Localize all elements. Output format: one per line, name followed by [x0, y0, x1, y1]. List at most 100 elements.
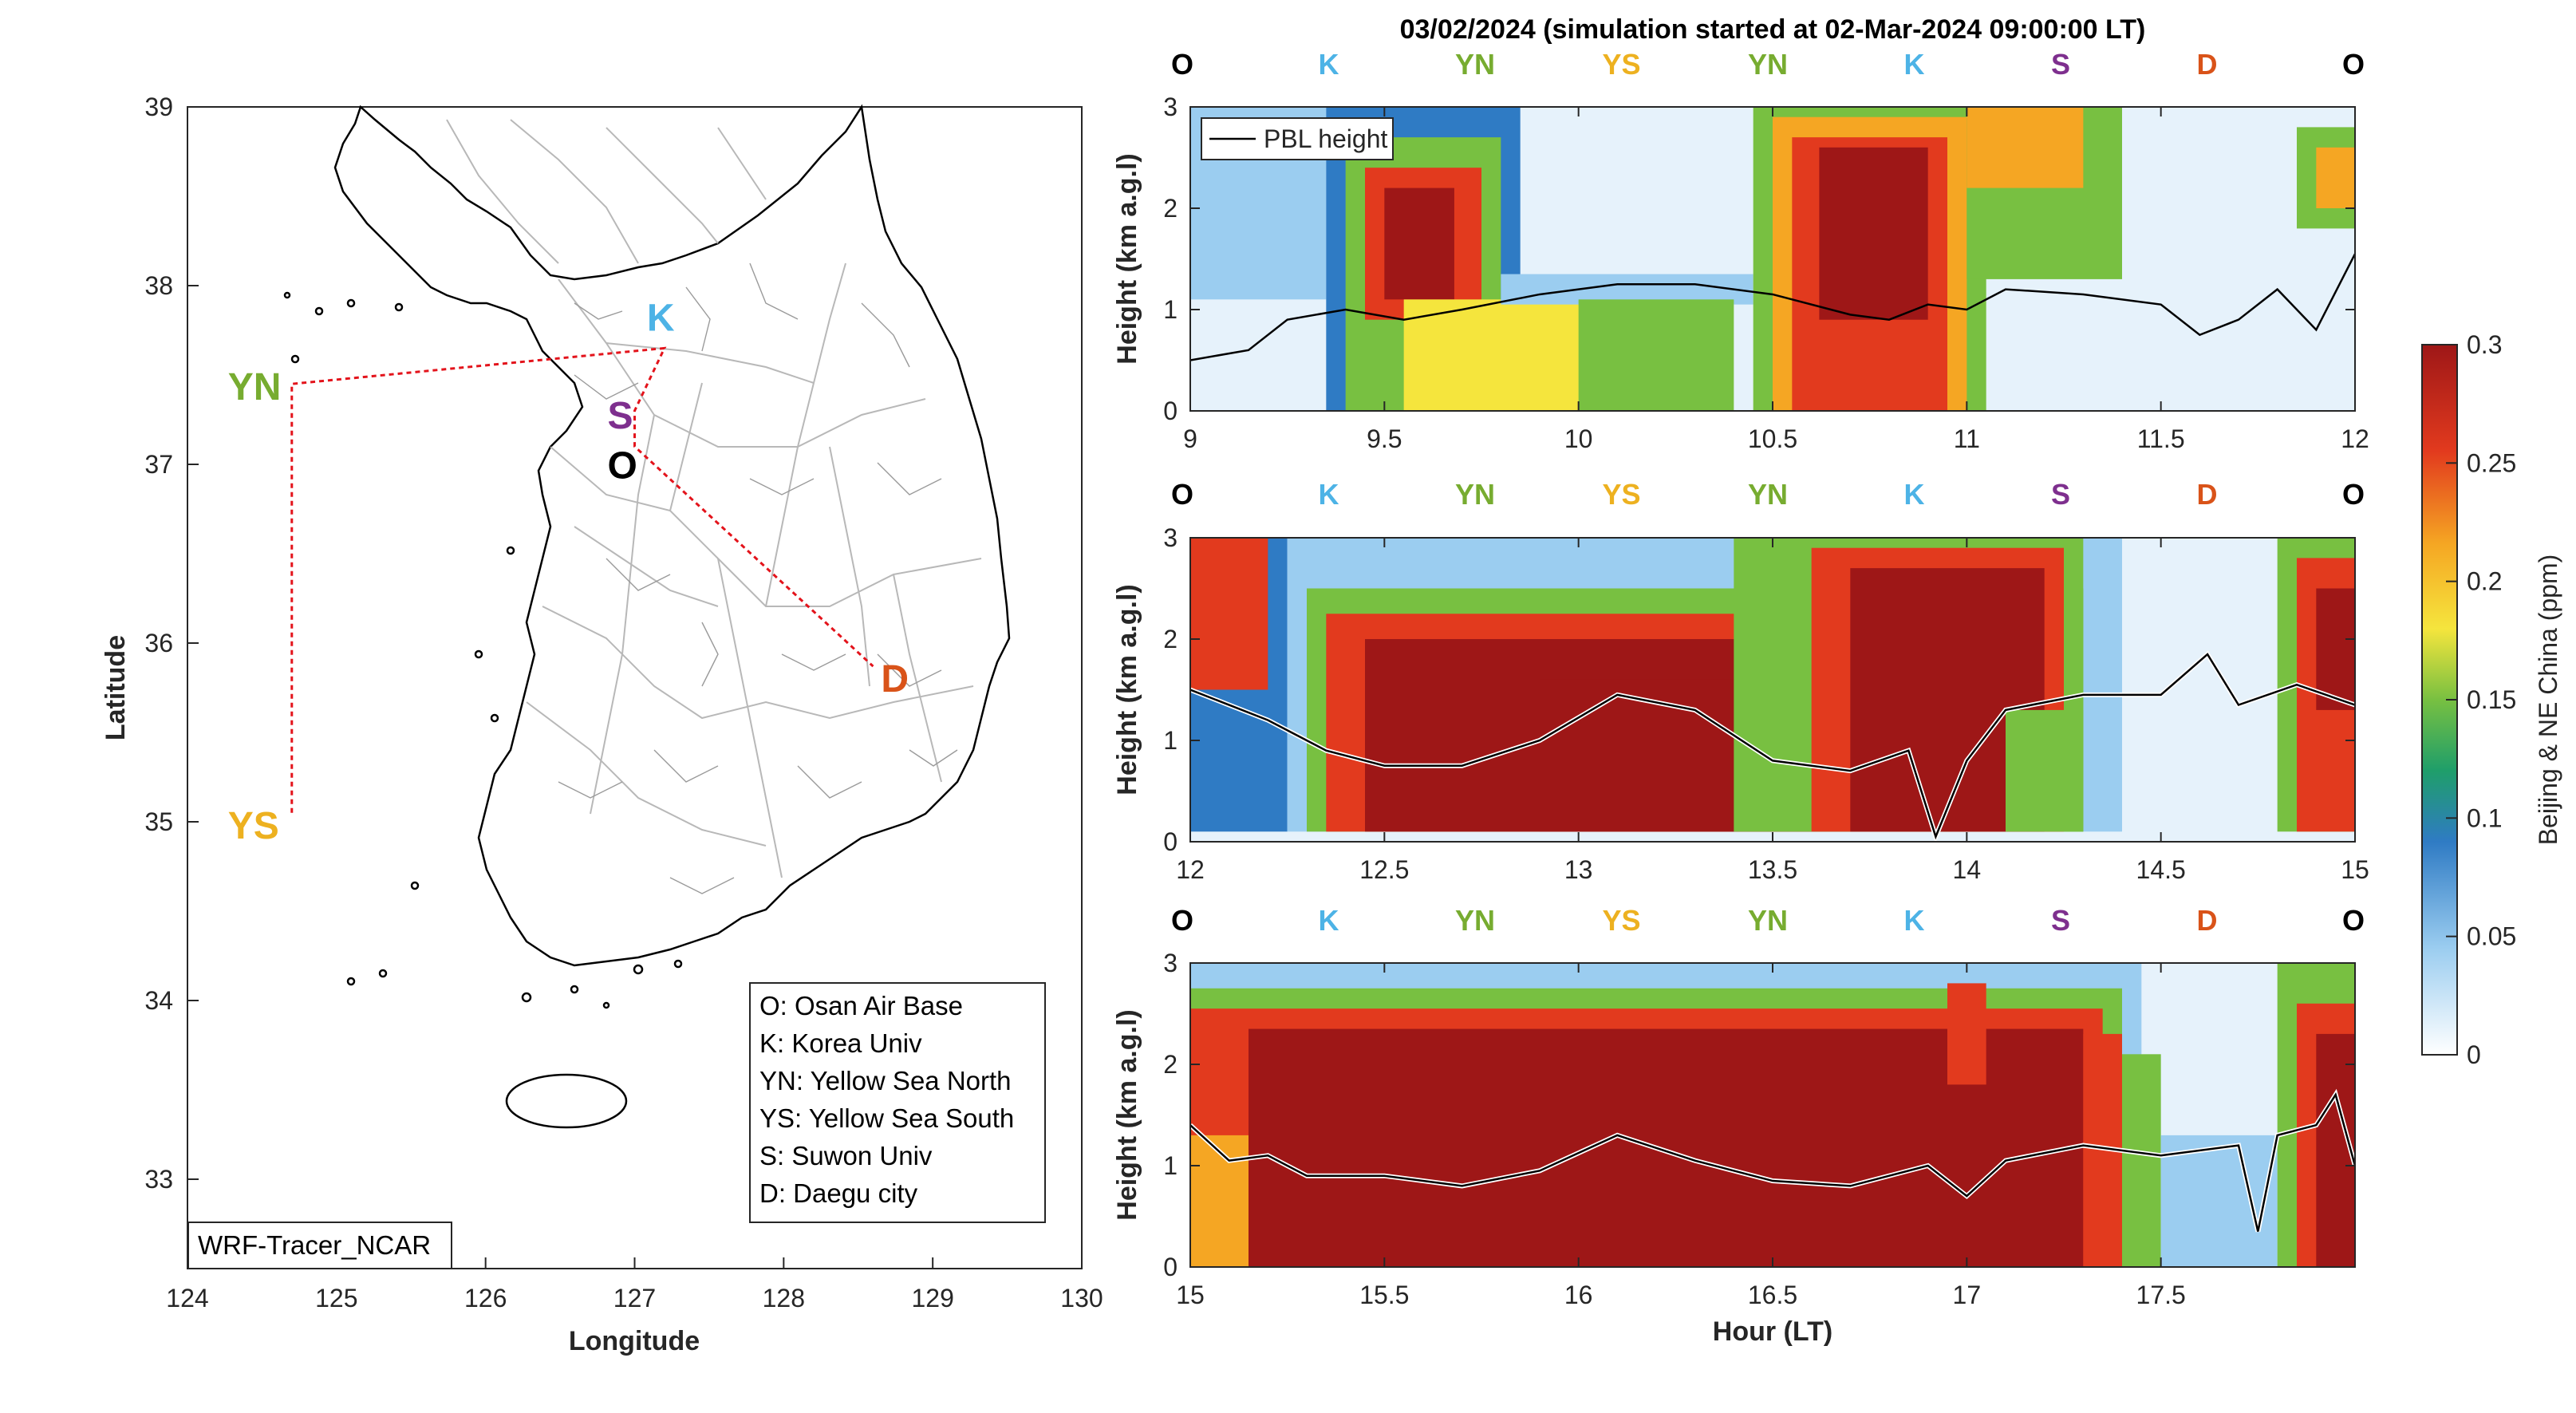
- korea-coastline: [283, 104, 1011, 1129]
- site-sequence-label-d: D: [2197, 48, 2218, 81]
- x-tick-label: 11.5: [2137, 424, 2185, 453]
- concentration-field: [1190, 963, 2355, 1267]
- x-tick-label: 17.5: [2136, 1281, 2186, 1309]
- site-sequence-label-yn: YN: [1748, 48, 1788, 81]
- pbl-height-line: [1190, 1092, 2355, 1232]
- map-site-label-k: K: [647, 297, 675, 339]
- site-sequence-label-s: S: [2051, 48, 2070, 81]
- map-y-tick-label: 38: [144, 271, 173, 300]
- y-tick-label: 3: [1163, 949, 1178, 977]
- map-site-label-s: S: [608, 395, 633, 437]
- county-boundaries: [558, 262, 958, 894]
- x-tick-label: 16.5: [1748, 1281, 1797, 1309]
- site-sequence-label-k: K: [1904, 48, 1925, 81]
- map-x-tick-label: 124: [166, 1284, 208, 1312]
- site-sequence-label-o: O: [2342, 48, 2365, 81]
- site-sequence-label-ys: YS: [1602, 48, 1640, 81]
- map-x-tick-label: 129: [911, 1284, 953, 1312]
- colorbar-label: Beijing & NE China (ppm): [2534, 555, 2562, 846]
- y-tick-label: 1: [1163, 726, 1178, 755]
- colorbar-tick-label: 0.25: [2467, 448, 2516, 477]
- model-label: WRF-Tracer_NCAR: [198, 1230, 431, 1260]
- pbl-height-line: [1190, 653, 2355, 840]
- site-sequence-label-ys: YS: [1602, 904, 1640, 937]
- x-tick-label: 10.5: [1748, 424, 1797, 453]
- concentration-cell: [2122, 1054, 2161, 1267]
- panel-y-label: Height (km a.g.l): [1112, 584, 1142, 795]
- map-x-tick-label: 125: [315, 1284, 357, 1312]
- site-sequence-label-yn: YN: [1748, 904, 1788, 937]
- legend-entry-d: D: Daegu city: [759, 1178, 918, 1208]
- x-tick-label: 12: [2341, 424, 2369, 453]
- map-y-tick-label: 37: [144, 450, 173, 479]
- map-site-label-o: O: [608, 445, 637, 487]
- concentration-field: [1190, 107, 2355, 411]
- x-tick-label: 12: [1176, 855, 1205, 884]
- site-sequence-label-o: O: [2342, 478, 2365, 511]
- x-tick-label: 9.5: [1367, 424, 1402, 453]
- x-tick-label: 15: [2341, 855, 2369, 884]
- concentration-cell: [2316, 588, 2355, 710]
- site-sequence-label-k: K: [1319, 48, 1339, 81]
- korea-map-panel: 124 125 126 127 128 129 130 33 34 35 36 37 38 39: [101, 93, 1103, 1356]
- map-y-ticks: 33 34 35 36 37 38 39: [144, 93, 199, 1194]
- y-tick-label: 3: [1163, 93, 1178, 121]
- concentration-cell: [1967, 107, 2084, 188]
- site-sequence-label-yn: YN: [1455, 904, 1495, 937]
- map-y-tick-label: 36: [144, 629, 173, 657]
- site-sequence-label-yn: YN: [1748, 478, 1788, 511]
- x-tick-label: 15.5: [1359, 1281, 1409, 1309]
- site-sequence-label-o: O: [1171, 48, 1193, 81]
- concentration-cell: [1190, 1135, 1249, 1267]
- site-legend: O: Osan Air Base K: Korea Univ YN: Yello…: [749, 982, 1046, 1223]
- map-site-labels: YN YS K SO D: [228, 297, 909, 847]
- model-label-box: [187, 1222, 452, 1269]
- pbl-height-line: [1190, 253, 2355, 361]
- map-y-label: Latitude: [101, 635, 131, 740]
- map-x-ticks: 124 125 126 127 128 129 130: [166, 1257, 1103, 1312]
- concentration-cell: [1249, 1028, 2084, 1267]
- legend-entry-ys: YS: Yellow Sea South: [759, 1103, 1014, 1133]
- legend-entry-yn: YN: Yellow Sea North: [759, 1066, 1012, 1095]
- x-tick-label: 15: [1176, 1281, 1205, 1309]
- concentration-cell: [1947, 983, 1986, 1085]
- colorbar-tick-label: 0.1: [2467, 803, 2502, 832]
- legend-entry-s: S: Suwon Univ: [759, 1141, 933, 1170]
- colorbar-ticks: 0 0.05 0.1 0.15 0.2 0.25 0.3: [2446, 330, 2516, 1069]
- colorbar-tick-label: 0.05: [2467, 922, 2516, 951]
- site-sequence-label-o: O: [1171, 904, 1193, 937]
- y-tick-label: 1: [1163, 1151, 1178, 1180]
- panel-y-label: Height (km a.g.l): [1112, 153, 1142, 364]
- site-sequence-label-yn: YN: [1455, 478, 1495, 511]
- y-tick-label: 2: [1163, 625, 1178, 653]
- site-sequence-label-ys: YS: [1602, 478, 1640, 511]
- colorbar-tick-label: 0.2: [2467, 567, 2502, 596]
- site-sequence-label-k: K: [1319, 478, 1339, 511]
- x-tick-label: 16: [1564, 1281, 1593, 1309]
- x-tick-label: 11: [1954, 424, 1980, 453]
- site-legend-box: [749, 982, 1046, 1223]
- site-sequence-label-k: K: [1904, 478, 1925, 511]
- site-sequence-label-s: S: [2051, 904, 2070, 937]
- y-tick-label: 2: [1163, 1050, 1178, 1079]
- concentration-field: [1190, 538, 2355, 842]
- concentration-cell: [2316, 147, 2355, 208]
- concentration-cell: [1819, 147, 1928, 320]
- map-y-tick-label: 34: [144, 986, 173, 1015]
- map-site-label-ys: YS: [228, 805, 279, 847]
- map-x-tick-label: 130: [1060, 1284, 1103, 1312]
- concentration-cell: [1384, 187, 1454, 300]
- concentration-cell: [1578, 299, 1734, 411]
- y-tick-label: 3: [1163, 523, 1178, 552]
- map-y-tick-label: 35: [144, 807, 173, 836]
- y-tick-label: 2: [1163, 194, 1178, 223]
- map-y-tick-label: 33: [144, 1165, 173, 1194]
- site-sequence-label-d: D: [2197, 904, 2218, 937]
- site-sequence-label-k: K: [1904, 904, 1925, 937]
- site-sequence-label-o: O: [1171, 478, 1193, 511]
- y-tick-label: 0: [1163, 1253, 1178, 1281]
- flight-route: [290, 346, 874, 813]
